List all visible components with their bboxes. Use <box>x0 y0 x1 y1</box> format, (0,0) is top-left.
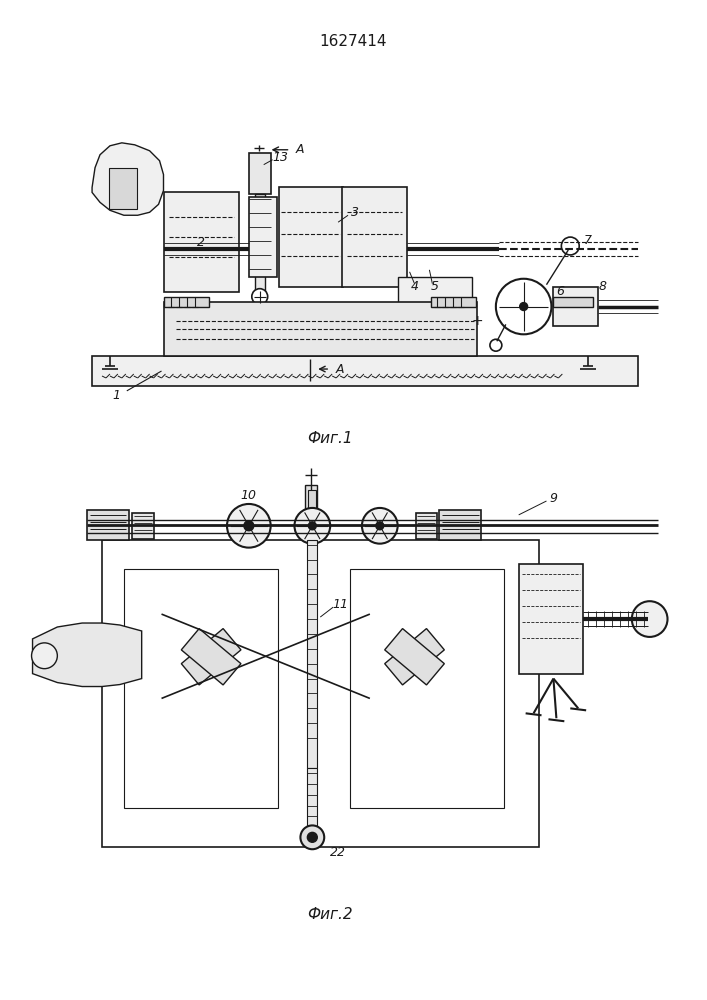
Circle shape <box>376 522 384 530</box>
Circle shape <box>227 504 271 548</box>
Polygon shape <box>33 623 141 687</box>
Bar <box>554 287 598 326</box>
Bar <box>308 490 316 525</box>
Circle shape <box>362 508 397 544</box>
Circle shape <box>632 601 667 637</box>
Text: Фиг.2: Фиг.2 <box>308 907 353 922</box>
Text: A: A <box>336 363 344 376</box>
Circle shape <box>300 825 325 849</box>
Text: 1627414: 1627414 <box>320 34 387 49</box>
Polygon shape <box>385 629 444 685</box>
Circle shape <box>561 237 579 255</box>
Text: 1: 1 <box>113 389 121 402</box>
Text: 11: 11 <box>332 598 348 611</box>
Text: 3: 3 <box>351 206 359 219</box>
Bar <box>439 510 481 540</box>
Bar <box>416 513 438 539</box>
Polygon shape <box>181 629 241 685</box>
Bar <box>255 194 264 294</box>
Bar <box>342 187 407 287</box>
Bar <box>308 768 317 827</box>
Text: +: + <box>471 314 483 328</box>
Bar <box>249 197 276 277</box>
Text: 6: 6 <box>556 285 564 298</box>
Polygon shape <box>385 629 444 685</box>
Bar <box>431 297 476 307</box>
Circle shape <box>308 832 317 842</box>
Bar <box>350 569 504 808</box>
Text: 4: 4 <box>411 280 419 293</box>
Bar <box>124 569 278 808</box>
Polygon shape <box>92 143 163 215</box>
Bar <box>279 187 343 287</box>
Text: 2: 2 <box>197 236 205 249</box>
Bar <box>132 513 153 539</box>
Bar <box>519 564 583 674</box>
Text: A: A <box>296 143 305 156</box>
Circle shape <box>244 521 254 531</box>
Circle shape <box>490 339 502 351</box>
Text: 22: 22 <box>330 846 346 859</box>
Circle shape <box>308 522 316 530</box>
Text: 8: 8 <box>599 280 607 293</box>
Bar <box>305 485 317 525</box>
Bar <box>92 356 638 386</box>
Text: 9: 9 <box>549 492 557 505</box>
Bar <box>87 510 129 540</box>
Bar <box>165 302 477 356</box>
Text: Фиг.1: Фиг.1 <box>308 431 353 446</box>
Text: 7: 7 <box>584 234 592 247</box>
Circle shape <box>295 508 330 544</box>
Text: 5: 5 <box>431 280 438 293</box>
Bar <box>249 153 271 194</box>
Bar <box>397 277 472 316</box>
Circle shape <box>252 289 268 305</box>
Circle shape <box>520 303 527 311</box>
Bar <box>109 168 136 209</box>
Polygon shape <box>181 629 241 685</box>
Bar <box>165 297 209 307</box>
Bar <box>165 192 239 292</box>
Text: 13: 13 <box>273 151 288 164</box>
Text: 10: 10 <box>241 489 257 502</box>
Circle shape <box>496 279 551 334</box>
Bar <box>102 540 539 847</box>
Circle shape <box>32 643 57 669</box>
Bar <box>308 540 317 768</box>
Bar <box>554 297 593 307</box>
